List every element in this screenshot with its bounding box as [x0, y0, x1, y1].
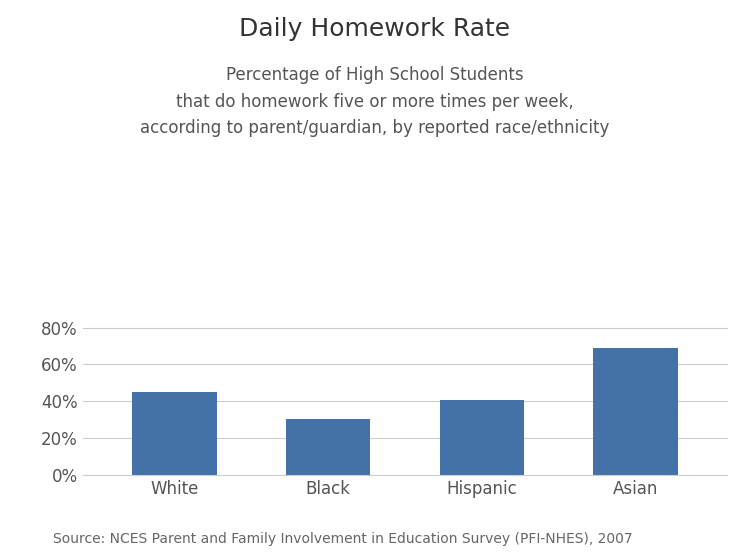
Bar — [133, 392, 217, 475]
Text: Percentage of High School Students
that do homework five or more times per week,: Percentage of High School Students that … — [140, 66, 610, 137]
Bar — [286, 418, 370, 475]
Bar — [593, 348, 677, 475]
Text: Source: NCES Parent and Family Involvement in Education Survey (PFI-NHES), 2007: Source: NCES Parent and Family Involveme… — [53, 533, 632, 546]
Bar — [440, 400, 524, 475]
Text: Daily Homework Rate: Daily Homework Rate — [239, 17, 511, 40]
